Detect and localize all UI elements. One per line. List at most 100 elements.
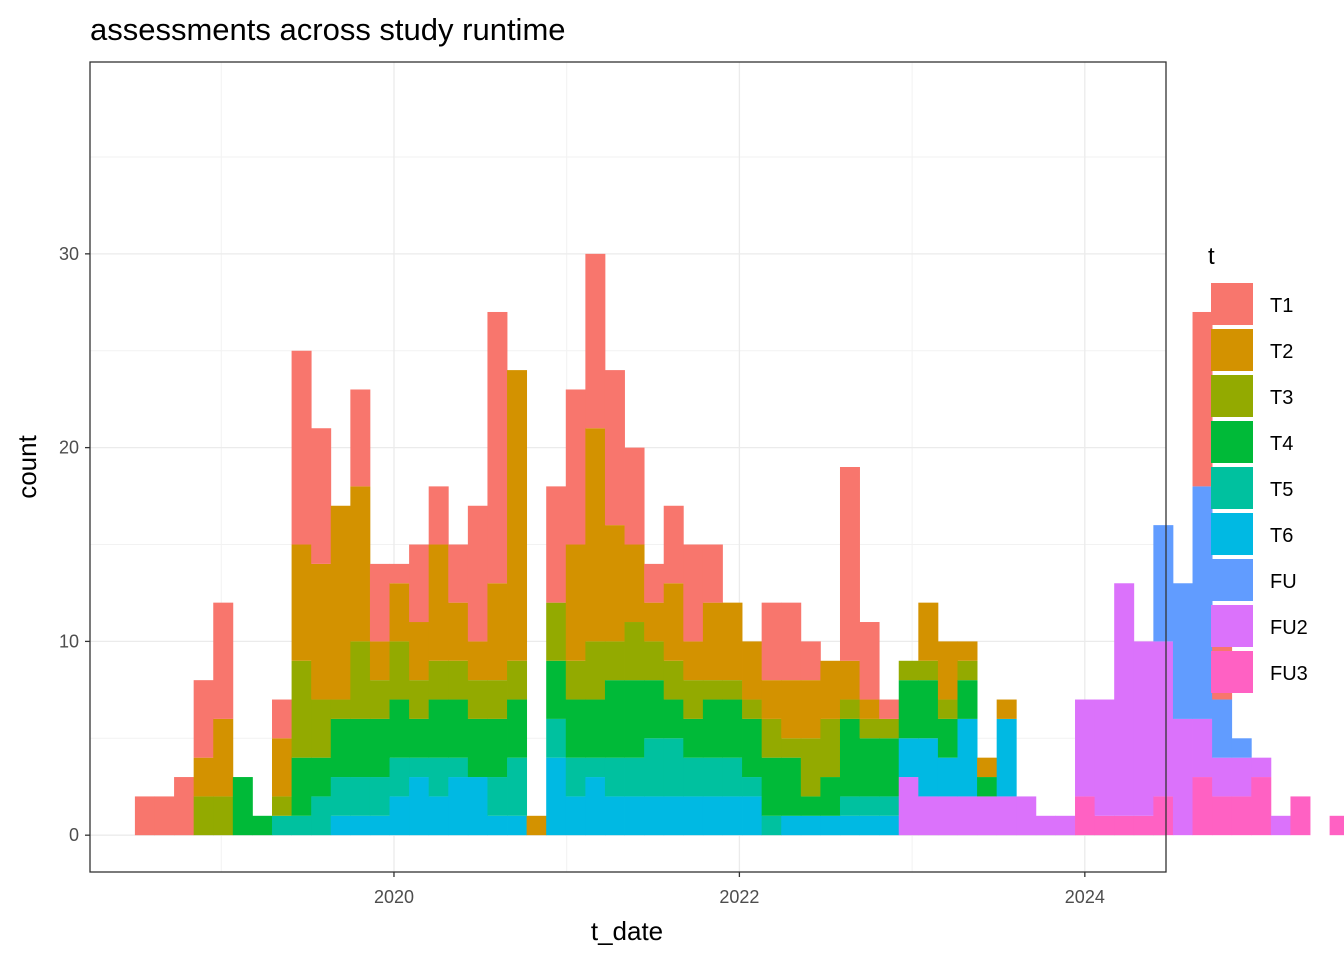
bar-segment-t2 bbox=[977, 757, 998, 778]
bar-segment-t3 bbox=[898, 660, 919, 681]
bar-segment-t4 bbox=[800, 796, 821, 816]
bar-segment-t1 bbox=[389, 563, 410, 584]
bar-segment-t4 bbox=[644, 680, 665, 739]
bar-segment-t3 bbox=[879, 718, 900, 739]
bar-segment-t3 bbox=[350, 641, 371, 719]
bar-segment-t1 bbox=[604, 370, 625, 526]
legend-label-fu2: FU2 bbox=[1270, 617, 1308, 639]
bar-segment-fu2 bbox=[937, 796, 958, 836]
bar-segment-t5 bbox=[311, 796, 332, 836]
y-axis-title: count bbox=[12, 434, 42, 498]
bar-segment-t3 bbox=[448, 660, 469, 700]
bar-segment-t6 bbox=[624, 796, 645, 836]
bar-segment-t4 bbox=[232, 777, 253, 836]
bar-segment-t1 bbox=[291, 350, 312, 545]
bar-segment-t4 bbox=[918, 680, 939, 739]
bar-segment-fu3 bbox=[1133, 815, 1154, 836]
bar-segment-t1 bbox=[859, 622, 880, 700]
bar-segment-t2 bbox=[311, 563, 332, 700]
bar-segment-t4 bbox=[350, 718, 371, 778]
bar-segment-t5 bbox=[428, 757, 449, 797]
bar-segment-fu2 bbox=[1172, 718, 1193, 836]
bar-segment-t2 bbox=[565, 544, 586, 661]
bar-segment-t6 bbox=[898, 738, 919, 778]
bar-segment-t1 bbox=[879, 699, 900, 719]
bar-segment-fu2 bbox=[1192, 718, 1213, 778]
bar-segment-t1 bbox=[644, 563, 665, 603]
bar-segment-t2 bbox=[859, 699, 880, 719]
bar-segment-t1 bbox=[174, 777, 195, 836]
bar-segment-t1 bbox=[546, 486, 567, 603]
bar-segment-t4 bbox=[624, 680, 645, 758]
bar-segment-t2 bbox=[330, 505, 351, 700]
bar-segment-t1 bbox=[585, 253, 606, 429]
bar-segment-fu2 bbox=[1270, 815, 1291, 836]
bar-segment-t5 bbox=[761, 815, 782, 836]
bar-segment-t4 bbox=[330, 718, 351, 778]
y-tick-label: 0 bbox=[69, 825, 79, 845]
bar-segment-t6 bbox=[428, 796, 449, 836]
bar-segment-fu2 bbox=[898, 777, 919, 836]
y-tick-label: 20 bbox=[59, 438, 79, 458]
bar-segment-t3 bbox=[330, 699, 351, 719]
bar-segment-t3 bbox=[644, 641, 665, 681]
bar-segment-t2 bbox=[369, 641, 390, 681]
bar-segment-t3 bbox=[546, 602, 567, 661]
bar-segment-fu2 bbox=[977, 796, 998, 836]
bar-segment-t3 bbox=[272, 796, 292, 816]
bar-segment-t3 bbox=[781, 738, 802, 758]
legend: t T1 T2 T3 T4 T5 T6 FU FU2 FU3 bbox=[1208, 243, 1308, 693]
bar-segment-t6 bbox=[487, 815, 508, 836]
bar-segment-t4 bbox=[977, 777, 998, 797]
bar-segment-t3 bbox=[193, 796, 214, 836]
bar-segment-t2 bbox=[448, 602, 469, 661]
bar-segment-t5 bbox=[859, 796, 880, 816]
bar-segment-t2 bbox=[996, 699, 1017, 719]
bar-segment-fu2 bbox=[1035, 815, 1056, 836]
bar-segment-t2 bbox=[722, 602, 743, 681]
bar-segment-t5 bbox=[330, 777, 351, 816]
bar-segment-t5 bbox=[683, 757, 704, 797]
bar-segment-t1 bbox=[350, 389, 371, 487]
legend-key-t6 bbox=[1211, 513, 1253, 555]
bar-segment-t6 bbox=[839, 815, 860, 836]
bar-segment-t5 bbox=[722, 757, 743, 797]
y-tick-label: 10 bbox=[59, 631, 79, 651]
bar-segment-t1 bbox=[1192, 311, 1213, 487]
legend-key-t2 bbox=[1211, 329, 1253, 371]
bar-segment-t6 bbox=[859, 815, 880, 836]
bar-segment-t6 bbox=[644, 796, 665, 836]
bar-segment-t1 bbox=[409, 544, 430, 623]
bar-segment-t2 bbox=[800, 680, 821, 739]
bar-segment-t5 bbox=[546, 718, 567, 758]
legend-label-t2: T2 bbox=[1270, 341, 1293, 363]
legend-label-t6: T6 bbox=[1270, 525, 1293, 547]
bar-segment-t3 bbox=[565, 660, 586, 700]
bar-segment-t3 bbox=[409, 680, 430, 719]
bar-segment-t6 bbox=[409, 777, 430, 836]
legend-key-t1 bbox=[1211, 283, 1253, 325]
bar-segment-t6 bbox=[957, 718, 978, 797]
bar-segment-t5 bbox=[742, 777, 763, 797]
bar-segment-t1 bbox=[683, 544, 704, 642]
bar-segment-t2 bbox=[918, 602, 939, 661]
bar-segment-t3 bbox=[291, 660, 312, 758]
bar-segment-fu3 bbox=[1290, 796, 1311, 836]
bar-segment-t4 bbox=[898, 680, 919, 739]
bar-segment-t6 bbox=[350, 815, 371, 836]
bar-segment-t3 bbox=[742, 699, 763, 719]
bar-segment-t2 bbox=[781, 680, 802, 739]
legend-key-t3 bbox=[1211, 375, 1253, 417]
bar-segment-t1 bbox=[193, 680, 214, 758]
x-tick-label: 2024 bbox=[1065, 887, 1105, 907]
bar-segment-t2 bbox=[683, 641, 704, 681]
bar-segment-t5 bbox=[291, 815, 312, 836]
legend-key-t5 bbox=[1211, 467, 1253, 509]
bar-segment-t4 bbox=[448, 699, 469, 758]
bar-segment-t3 bbox=[428, 660, 449, 700]
bar-segment-t3 bbox=[761, 718, 782, 758]
legend-label-t1: T1 bbox=[1270, 295, 1293, 317]
bar-segment-fu2 bbox=[1133, 641, 1154, 816]
bar-segment-fu2 bbox=[1075, 699, 1096, 797]
